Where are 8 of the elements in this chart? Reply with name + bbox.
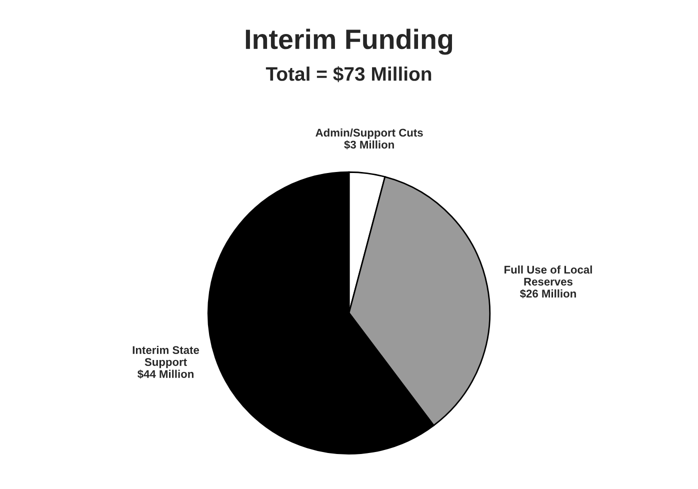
chart-subtitle: Total = $73 Million: [266, 66, 432, 82]
slice-label: Admin/Support Cuts: [316, 128, 423, 139]
slice-label: Full Use of Local Reserves: [504, 265, 592, 286]
data-label: $44 Million: [138, 370, 194, 379]
data-label: $3 Million: [344, 140, 394, 150]
data-label: $26 Million: [520, 289, 576, 298]
chart-title: Interim Funding: [246, 28, 452, 55]
slice-label: Interim State Support: [132, 346, 200, 368]
